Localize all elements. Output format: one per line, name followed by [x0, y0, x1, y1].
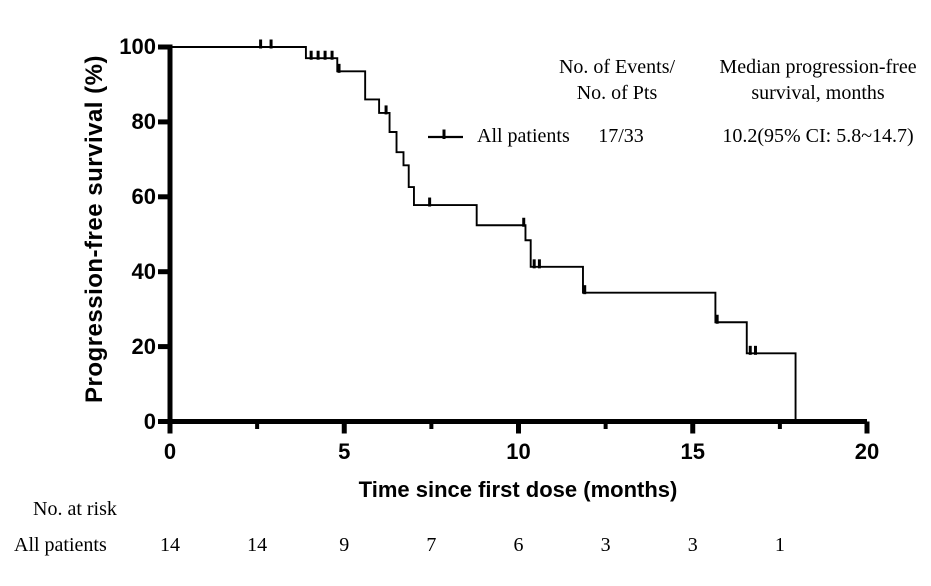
y-tick-label-80: 80	[131, 108, 156, 134]
legend-series-label: All patients	[477, 125, 570, 147]
legend-censor-marker-icon	[428, 129, 463, 139]
legend-header-events-line2: No. of Pts	[576, 82, 658, 104]
risk-count-12.5mo: 3	[600, 534, 611, 556]
risk-count-15mo: 3	[687, 534, 698, 556]
legend-events-value: 17/33	[598, 125, 644, 147]
risk-table-row-label: All patients	[14, 534, 107, 556]
y-tick-label-0: 0	[143, 408, 156, 434]
x-tick-label-5: 5	[338, 439, 351, 464]
risk-table-title: No. at risk	[33, 498, 117, 520]
x-axis-title: Time since first dose (months)	[358, 477, 678, 502]
x-tick-label-20: 20	[854, 439, 880, 464]
risk-count-7.5mo: 7	[426, 534, 437, 556]
legend-header-events-line1: No. of Events/	[558, 56, 676, 78]
legend-header-median-line2: survival, months	[751, 82, 885, 104]
y-tick-label-40: 40	[131, 258, 156, 284]
legend-median-value: 10.2(95% CI: 5.8~14.7)	[722, 125, 914, 147]
risk-count-2.5mo: 14	[247, 534, 268, 556]
y-tick-label-100: 100	[119, 34, 156, 59]
risk-count-0mo: 14	[160, 534, 180, 556]
survival-curve	[170, 46, 797, 422]
y-tick-label-20: 20	[131, 333, 156, 359]
x-tick-label-0: 0	[163, 439, 177, 464]
risk-count-17.5mo: 1	[774, 534, 785, 556]
legend-header-events: No. of Events/ No. of Pts	[559, 54, 675, 106]
risk-count-5mo: 9	[339, 534, 350, 556]
legend-header-median-line1: Median progression-free	[719, 56, 917, 78]
risk-count-10mo: 6	[513, 534, 524, 556]
x-tick-label-15: 15	[680, 439, 705, 464]
legend-header-median: Median progression-free survival, months	[719, 54, 916, 106]
legend-row	[427, 128, 465, 144]
y-tick-label-60: 60	[131, 183, 156, 209]
x-tick-label-10: 10	[506, 439, 531, 464]
